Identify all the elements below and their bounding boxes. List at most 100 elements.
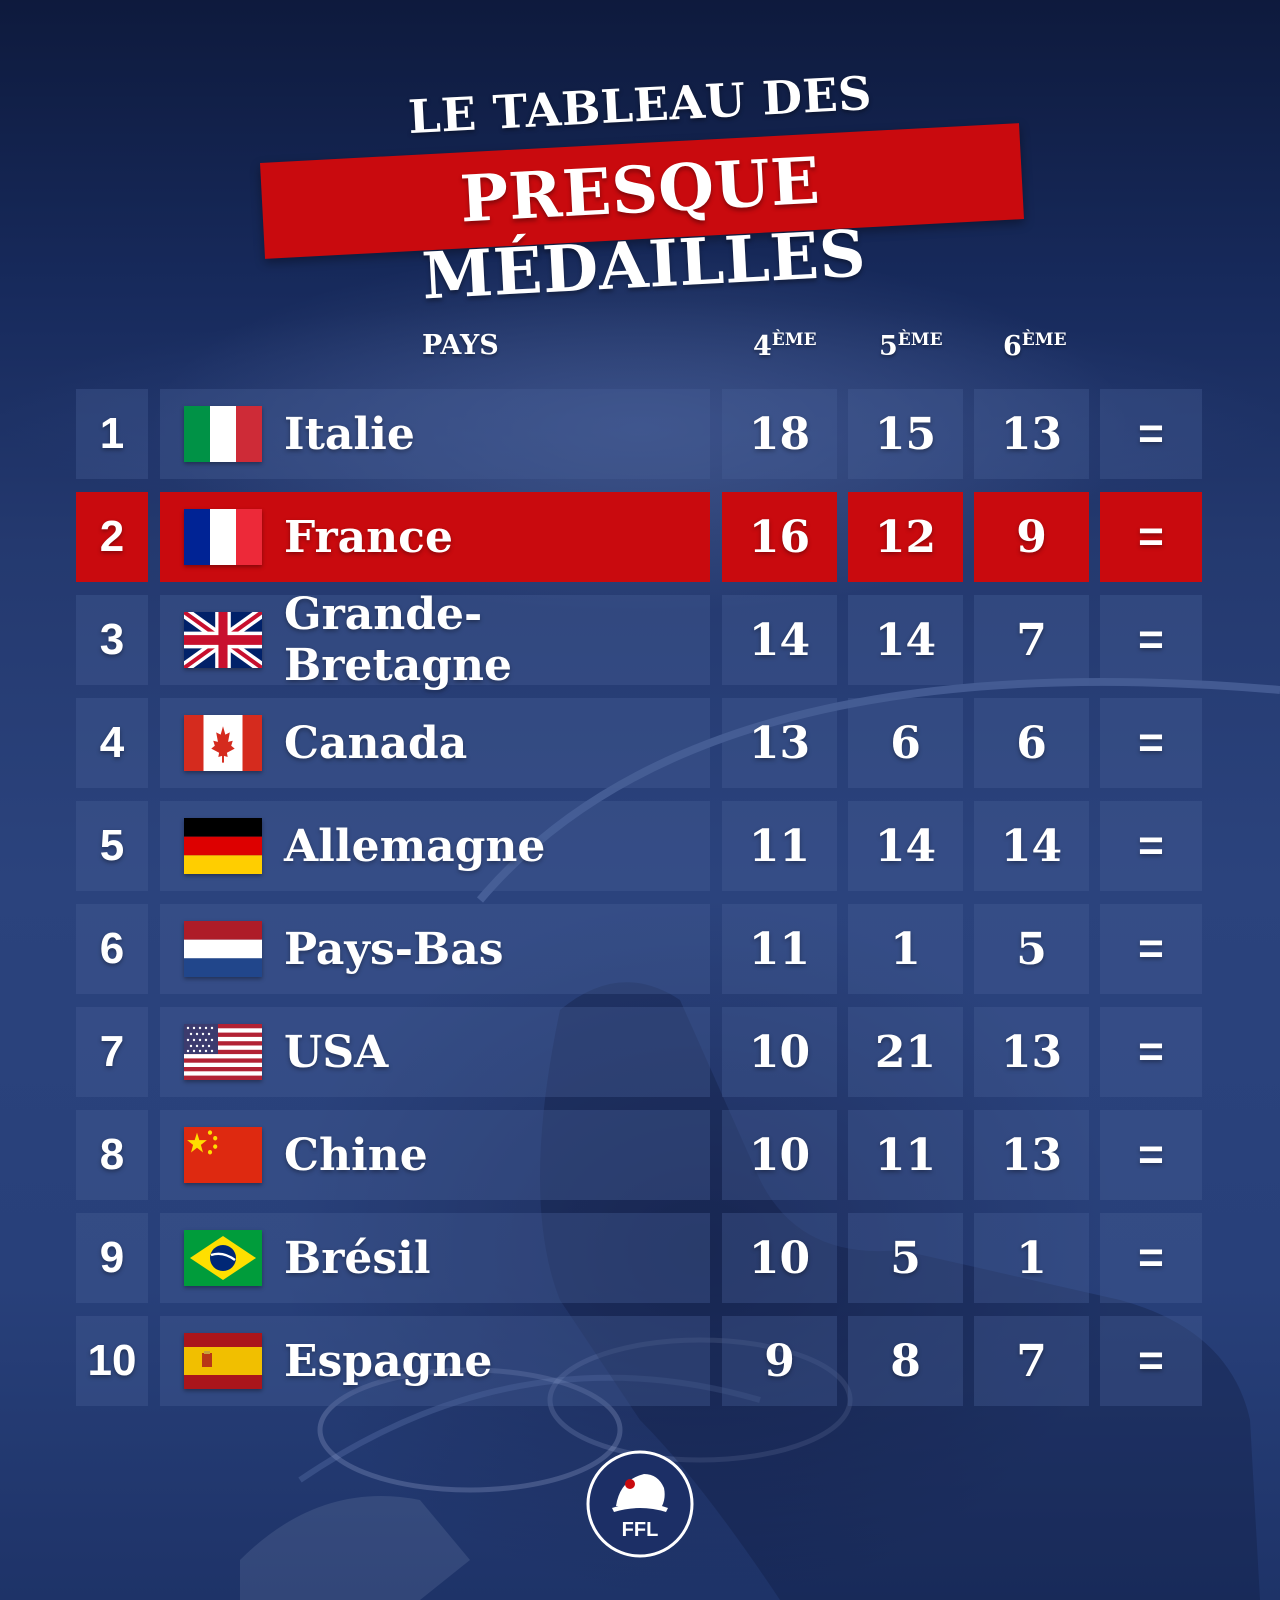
title-line-1: LE TABLEAU DES: [406, 65, 874, 145]
fifth-place-count: 1: [848, 904, 963, 994]
netherlands-flag-icon: [184, 921, 262, 977]
rank-cell: 10: [76, 1316, 148, 1406]
country-name: Italie: [284, 408, 415, 460]
evolution-indicator: =: [1100, 389, 1202, 479]
country-name: USA: [284, 1026, 389, 1078]
fourth-place-count: 11: [722, 801, 837, 891]
fourth-place-count: 13: [722, 698, 837, 788]
country-cell: Grande-Bretagne: [160, 589, 710, 691]
china-flag-icon: [184, 1127, 262, 1183]
country-name: France: [284, 511, 453, 563]
sixth-place-count: 13: [974, 1007, 1089, 1097]
evolution-indicator: =: [1100, 595, 1202, 685]
table-row: 7 USA 10: [0, 1007, 1280, 1097]
header-fifth: 5ÈME: [879, 330, 943, 362]
table-row: 9 Brésil 10 5 1 =: [0, 1213, 1280, 1303]
country-name: Canada: [284, 717, 468, 769]
italy-flag-icon: [184, 406, 262, 462]
sixth-place-count: 6: [974, 698, 1089, 788]
fourth-place-count: 10: [722, 1213, 837, 1303]
rank-cell: 7: [76, 1007, 148, 1097]
fourth-place-count: 14: [722, 595, 837, 685]
fifth-place-count: 6: [848, 698, 963, 788]
fifth-place-count: 14: [848, 801, 963, 891]
country-name: Pays-Bas: [284, 923, 504, 975]
country-cell: France: [160, 492, 710, 582]
france-flag-icon: [184, 509, 262, 565]
country-name: Grande-Bretagne: [284, 589, 512, 691]
country-name: Espagne: [284, 1335, 493, 1387]
country-cell: Chine: [160, 1110, 710, 1200]
table-row: 3 Grande-Bretagne 14 14 7 =: [0, 589, 1280, 691]
sixth-place-count: 1: [974, 1213, 1089, 1303]
evolution-indicator: =: [1100, 1110, 1202, 1200]
rank-cell: 3: [76, 595, 148, 685]
header-sixth-suffix: ÈME: [1021, 330, 1067, 350]
fifth-place-count: 8: [848, 1316, 963, 1406]
bicorne-hat-logo-icon: [612, 1474, 668, 1512]
country-cell: Brésil: [160, 1213, 710, 1303]
sixth-place-count: 13: [974, 1110, 1089, 1200]
sixth-place-count: 14: [974, 801, 1089, 891]
fifth-place-count: 12: [848, 492, 963, 582]
table-row: 5 Allemagne 11 14 14 =: [0, 801, 1280, 891]
rank-cell: 8: [76, 1110, 148, 1200]
fourth-place-count: 10: [722, 1110, 837, 1200]
header-sixth-number: 6: [1003, 331, 1022, 362]
rank-cell: 1: [76, 389, 148, 479]
fourth-place-count: 16: [722, 492, 837, 582]
header-fifth-number: 5: [879, 331, 898, 362]
country-cell: Italie: [160, 389, 710, 479]
evolution-indicator: =: [1100, 904, 1202, 994]
evolution-indicator: =: [1100, 1316, 1202, 1406]
uk-flag-icon: [184, 612, 262, 668]
sixth-place-count: 13: [974, 389, 1089, 479]
header-sixth: 6ÈME: [1003, 330, 1067, 362]
evolution-indicator: =: [1100, 1007, 1202, 1097]
rank-cell: 9: [76, 1213, 148, 1303]
evolution-indicator: =: [1100, 1213, 1202, 1303]
country-cell: Canada: [160, 698, 710, 788]
country-cell: Allemagne: [160, 801, 710, 891]
header-fifth-suffix: ÈME: [897, 330, 943, 350]
fourth-place-count: 9: [722, 1316, 837, 1406]
fifth-place-count: 11: [848, 1110, 963, 1200]
germany-flag-icon: [184, 818, 262, 874]
country-name: Allemagne: [284, 820, 546, 872]
spain-flag-icon: [184, 1333, 262, 1389]
sixth-place-count: 5: [974, 904, 1089, 994]
table-row: 1 Italie 18 15 13 =: [0, 389, 1280, 479]
header-fourth: 4ÈME: [753, 330, 817, 362]
fourth-place-count: 18: [722, 389, 837, 479]
header-country: PAYS: [422, 330, 499, 361]
country-cell: Pays-Bas: [160, 904, 710, 994]
table-row: 8 Chine 10 11 13 =: [0, 1110, 1280, 1200]
fifth-place-count: 14: [848, 595, 963, 685]
ffl-logo: FFL: [586, 1450, 694, 1558]
fifth-place-count: 21: [848, 1007, 963, 1097]
fourth-place-count: 10: [722, 1007, 837, 1097]
brazil-flag-icon: [184, 1230, 262, 1286]
rank-cell: 5: [76, 801, 148, 891]
usa-flag-icon: [184, 1024, 262, 1080]
canada-flag-icon: [184, 715, 262, 771]
country-name: Brésil: [284, 1232, 431, 1284]
evolution-indicator: =: [1100, 801, 1202, 891]
rank-cell: 4: [76, 698, 148, 788]
fifth-place-count: 15: [848, 389, 963, 479]
title-block: LE TABLEAU DES PRESQUE MÉDAILLES: [0, 0, 1280, 315]
rank-cell: 2: [76, 492, 148, 582]
header-fourth-number: 4: [753, 331, 772, 362]
rank-cell: 6: [76, 904, 148, 994]
logo-text: FFL: [622, 1519, 659, 1541]
sixth-place-count: 9: [974, 492, 1089, 582]
fourth-place-count: 11: [722, 904, 837, 994]
sixth-place-count: 7: [974, 1316, 1089, 1406]
table-row: 6 Pays-Bas 11 1 5 =: [0, 904, 1280, 994]
country-name: Chine: [284, 1129, 428, 1181]
country-cell: Espagne: [160, 1316, 710, 1406]
table-row-highlighted: 2 France 16 12 9 =: [0, 492, 1280, 582]
table-row: 10 Espagne 9 8 7 =: [0, 1316, 1280, 1406]
table-row: 4 Canada 13 6 6 =: [0, 698, 1280, 788]
evolution-indicator: =: [1100, 492, 1202, 582]
